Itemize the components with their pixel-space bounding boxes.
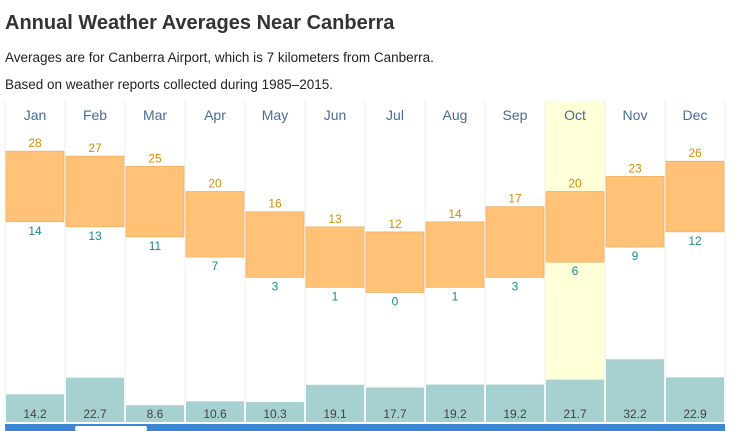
high-temp-label: 13 bbox=[328, 212, 342, 226]
high-temp-label: 28 bbox=[28, 136, 42, 150]
month-label-apr[interactable]: Apr bbox=[204, 107, 226, 123]
low-temp-label: 3 bbox=[272, 279, 279, 293]
low-temp-label: 6 bbox=[572, 264, 579, 278]
precipitation-bar bbox=[186, 401, 244, 422]
low-temp-label: 3 bbox=[512, 279, 519, 293]
precipitation-bar bbox=[426, 384, 484, 422]
temp-range-bar bbox=[425, 221, 485, 288]
low-temp-label: 1 bbox=[332, 289, 339, 303]
precipitation-label: 19.2 bbox=[503, 407, 527, 421]
high-temp-label: 12 bbox=[388, 217, 402, 231]
low-temp-label: 12 bbox=[688, 234, 702, 248]
precipitation-label: 10.6 bbox=[203, 407, 227, 421]
precipitation-label: 14.2 bbox=[23, 407, 47, 421]
month-label-sep[interactable]: Sep bbox=[503, 107, 528, 123]
month-label-nov[interactable]: Nov bbox=[623, 107, 648, 123]
month-label-dec[interactable]: Dec bbox=[683, 107, 708, 123]
precipitation-label: 8.6 bbox=[147, 407, 164, 421]
month-label-aug[interactable]: Aug bbox=[443, 107, 468, 123]
high-temp-label: 27 bbox=[88, 141, 102, 155]
precipitation-label: 21.7 bbox=[563, 407, 587, 421]
scroll-thumb[interactable] bbox=[75, 426, 147, 431]
temp-range-bar bbox=[665, 160, 725, 233]
month-label-feb[interactable]: Feb bbox=[83, 107, 107, 123]
precipitation-bar bbox=[6, 394, 64, 422]
high-temp-label: 14 bbox=[448, 207, 462, 221]
temp-range-bar bbox=[605, 176, 665, 248]
month-label-oct[interactable]: Oct bbox=[564, 107, 586, 123]
high-temp-label: 20 bbox=[568, 177, 582, 191]
high-temp-label: 23 bbox=[628, 161, 642, 175]
low-temp-label: 13 bbox=[88, 229, 102, 243]
precipitation-label: 17.7 bbox=[383, 407, 407, 421]
chart-subtitle-period: Based on weather reports collected durin… bbox=[5, 77, 333, 92]
high-temp-label: 25 bbox=[148, 151, 162, 165]
low-temp-label: 9 bbox=[632, 249, 639, 263]
precipitation-bar bbox=[246, 401, 304, 422]
precipitation-bar bbox=[366, 387, 424, 422]
precipitation-bar bbox=[126, 405, 184, 422]
precipitation-label: 19.1 bbox=[323, 407, 347, 421]
low-temp-label: 0 bbox=[392, 295, 399, 309]
temp-range-bar bbox=[365, 231, 425, 293]
low-temp-label: 11 bbox=[149, 239, 162, 253]
month-label-jul[interactable]: Jul bbox=[386, 107, 404, 123]
temp-range-bar bbox=[545, 191, 605, 263]
temp-range-bar bbox=[305, 226, 365, 288]
low-temp-label: 7 bbox=[212, 259, 219, 273]
precipitation-label: 32.2 bbox=[623, 407, 647, 421]
precipitation-bar bbox=[546, 379, 604, 422]
precipitation-bar bbox=[486, 384, 544, 422]
precipitation-bar bbox=[306, 384, 364, 422]
high-temp-label: 17 bbox=[508, 192, 522, 206]
bottom-scroll-bar[interactable] bbox=[5, 424, 725, 431]
chart-subtitle-location: Averages are for Canberra Airport, which… bbox=[5, 50, 434, 65]
high-temp-label: 16 bbox=[268, 197, 282, 211]
temp-range-bar bbox=[5, 150, 65, 223]
high-temp-label: 26 bbox=[688, 146, 702, 160]
precipitation-label: 19.2 bbox=[443, 407, 467, 421]
precipitation-bar bbox=[606, 359, 664, 422]
temp-range-bar bbox=[125, 165, 185, 238]
precipitation-label: 22.9 bbox=[683, 407, 707, 421]
low-temp-label: 14 bbox=[28, 224, 42, 238]
temp-range-bar bbox=[65, 155, 125, 228]
high-temp-label: 20 bbox=[208, 177, 222, 191]
precipitation-label: 10.3 bbox=[263, 407, 287, 421]
precipitation-bar bbox=[66, 377, 124, 422]
temp-range-bar bbox=[245, 211, 305, 278]
month-label-mar[interactable]: Mar bbox=[143, 107, 167, 123]
chart-title: Annual Weather Averages Near Canberra bbox=[5, 12, 395, 34]
low-temp-label: 1 bbox=[452, 289, 459, 303]
temp-range-bar bbox=[185, 191, 245, 258]
month-label-may[interactable]: May bbox=[262, 107, 288, 123]
precipitation-label: 22.7 bbox=[83, 407, 107, 421]
month-label-jun[interactable]: Jun bbox=[324, 107, 347, 123]
month-label-jan[interactable]: Jan bbox=[24, 107, 47, 123]
temp-range-bar bbox=[485, 206, 545, 278]
precipitation-bar bbox=[666, 377, 724, 422]
